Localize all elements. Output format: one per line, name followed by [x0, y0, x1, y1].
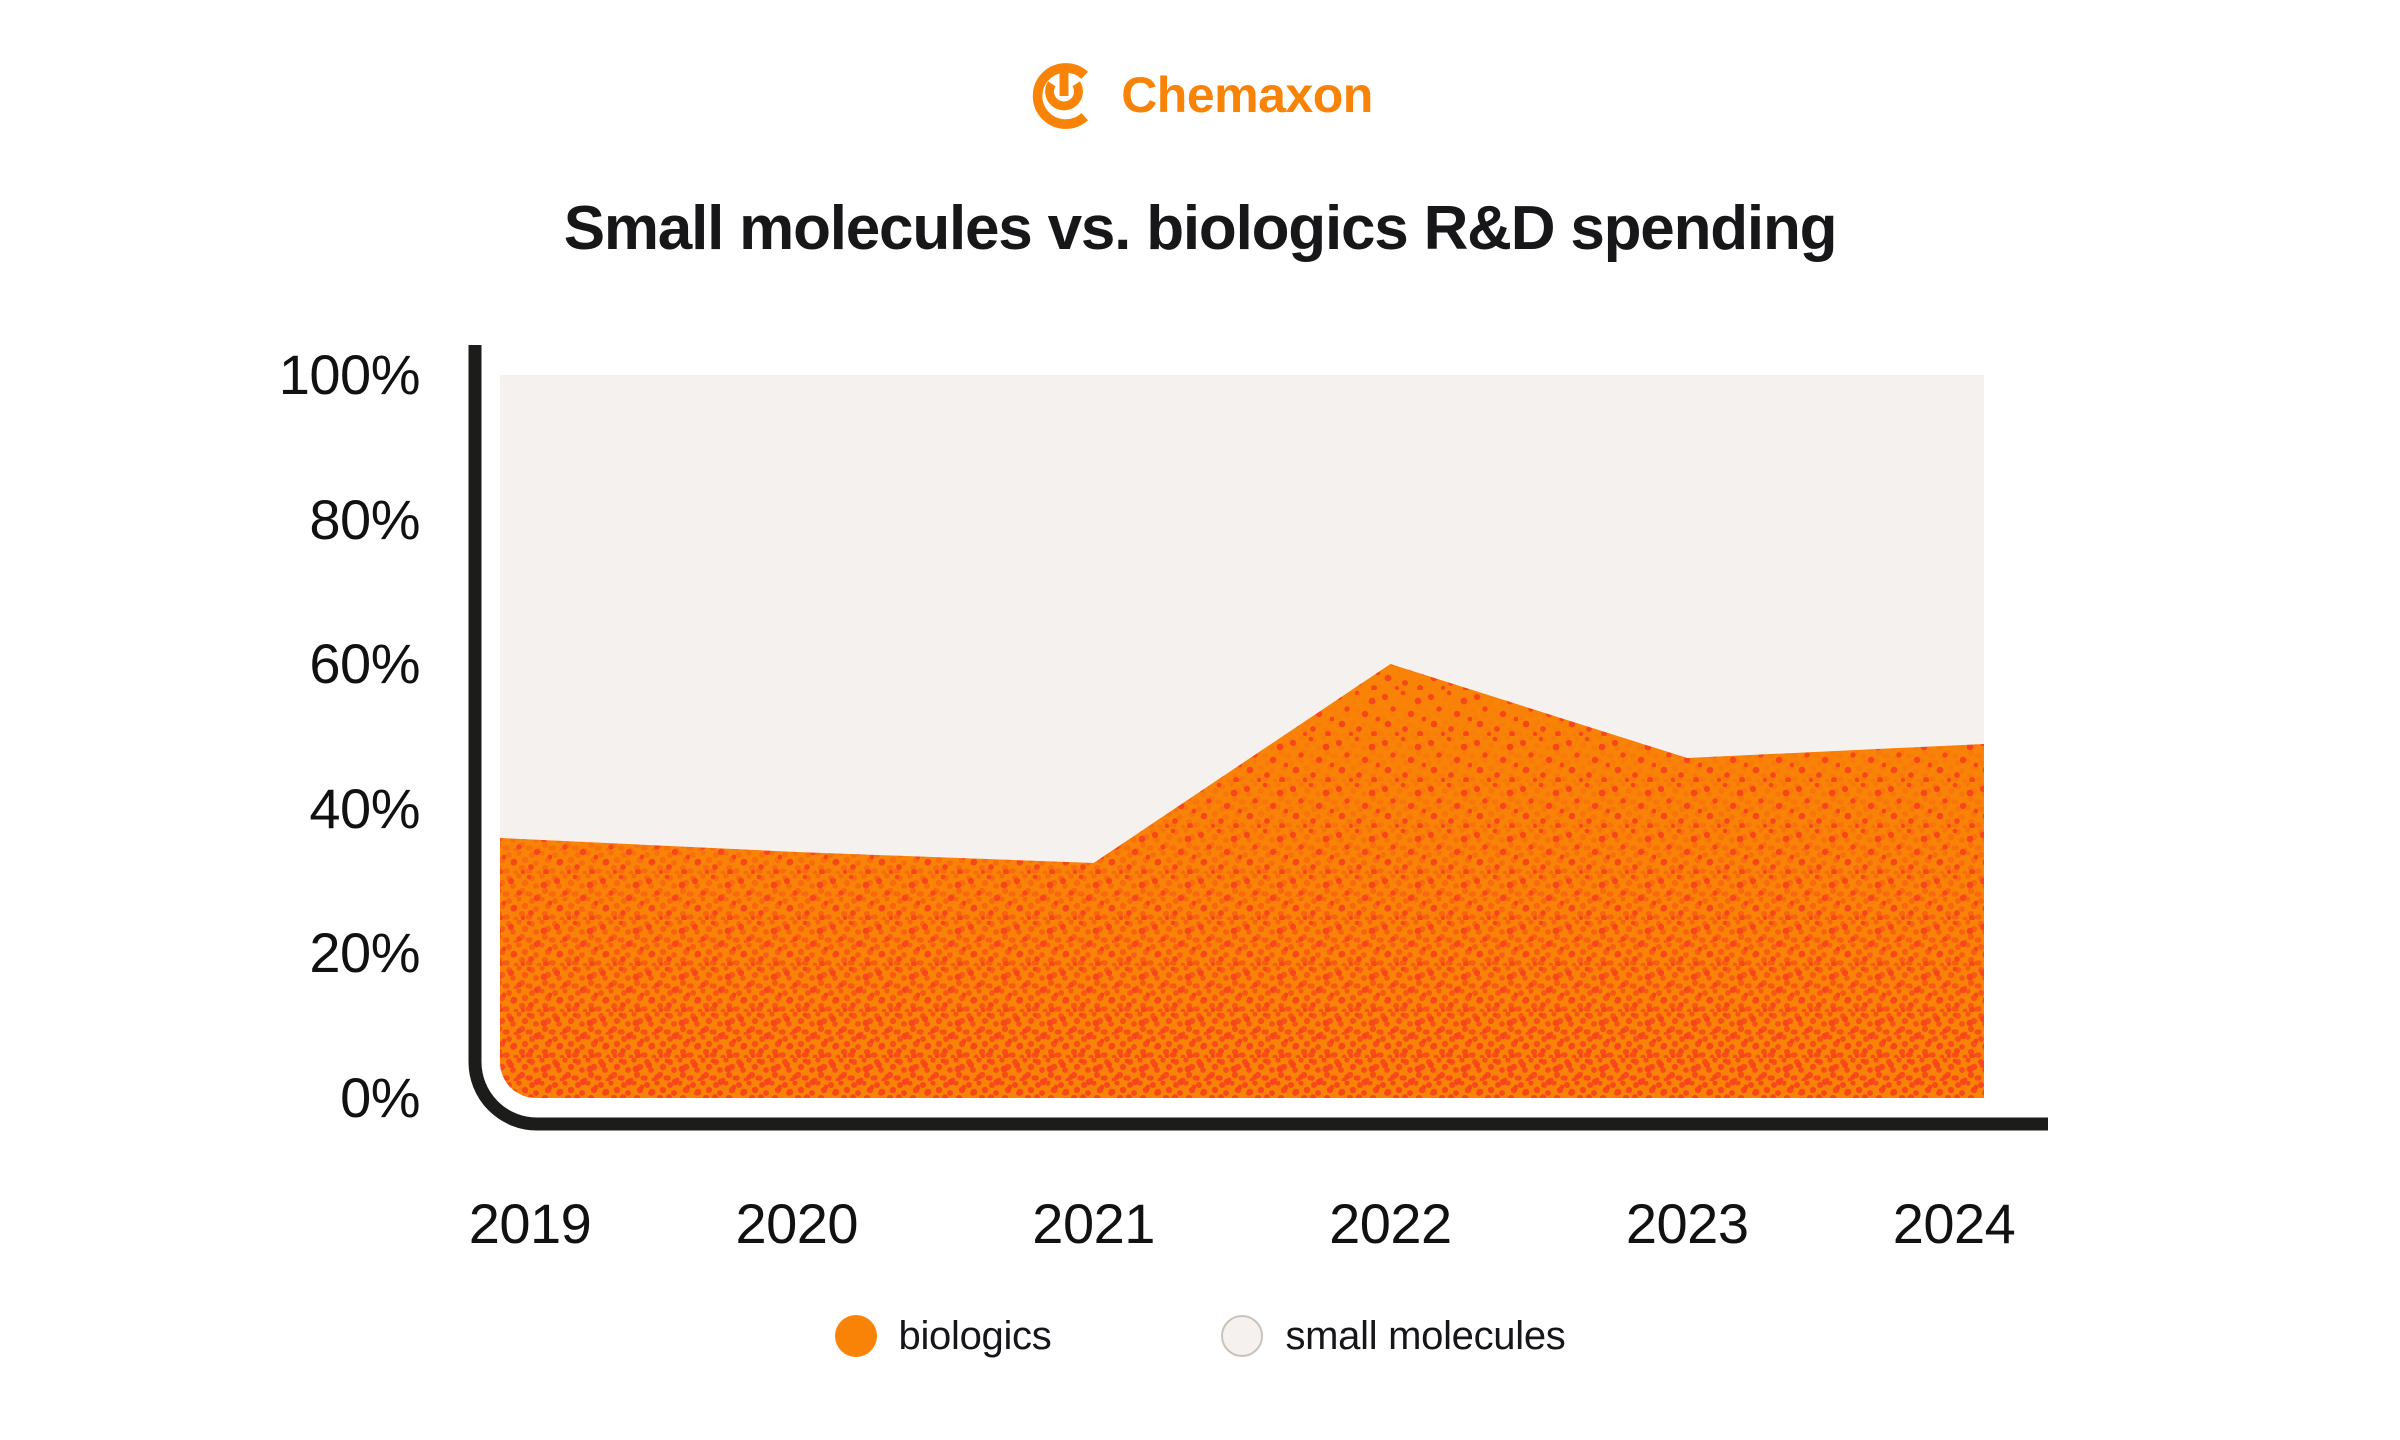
- chemaxon-power-c-icon: [1032, 63, 1089, 129]
- x-tick-label: 2023: [1625, 1192, 1749, 1255]
- x-tick-label: 2021: [1032, 1192, 1155, 1255]
- y-tick-label: 60%: [309, 632, 420, 696]
- x-tick-label: 2020: [735, 1192, 859, 1255]
- x-tick-label: 2024: [1892, 1192, 2016, 1255]
- legend-item-biologics[interactable]: biologics: [834, 1314, 1052, 1358]
- chart-legend: biologics small molecules: [0, 1315, 2400, 1357]
- brand-name: Chemaxon: [1121, 67, 1373, 123]
- y-tick-label: 100%: [278, 343, 421, 406]
- legend-label: biologics: [898, 1314, 1052, 1358]
- y-tick-label: 20%: [309, 921, 420, 985]
- brand-header: Chemaxon: [0, 52, 2400, 140]
- y-tick-label: 40%: [309, 776, 420, 840]
- legend-label: small molecules: [1285, 1314, 1566, 1358]
- x-tick-label: 2019: [468, 1192, 592, 1255]
- y-tick-label: 80%: [309, 487, 420, 551]
- legend-item-small-molecules[interactable]: small molecules: [1221, 1314, 1566, 1358]
- y-tick-label: 0%: [340, 1066, 420, 1129]
- page-title: Small molecules vs. biologics R&D spendi…: [563, 194, 1838, 263]
- legend-swatch-small-molecules-icon: [1221, 1315, 1264, 1357]
- x-tick-label: 2022: [1329, 1192, 1452, 1255]
- legend-swatch-biologics-icon: [834, 1315, 877, 1357]
- series-biologics-area: [500, 664, 1984, 1098]
- chart-axis: [468, 345, 2048, 1131]
